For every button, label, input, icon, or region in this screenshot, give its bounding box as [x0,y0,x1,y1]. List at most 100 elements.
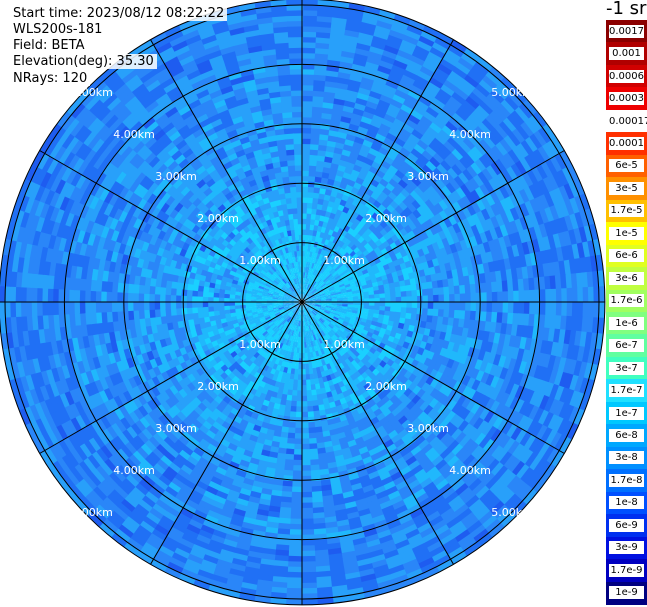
range-gate-cell [306,250,311,257]
range-gate-cell [330,269,337,276]
range-gate-cell [352,304,359,309]
range-gate-cell [458,104,474,118]
range-gate-cell [563,388,575,406]
range-gate-cell [434,92,450,106]
range-gate-cell [303,282,306,289]
range-gate-cell [443,217,454,229]
range-gate-cell [375,69,391,80]
range-gate-cell [317,0,335,2]
range-gate-cell [506,166,519,182]
range-gate-cell [363,298,370,303]
range-gate-cell [406,24,425,36]
range-gate-cell [359,120,371,130]
range-gate-cell [312,229,318,237]
range-gate-cell [496,102,512,119]
range-gate-cell [332,317,339,323]
range-gate-cell [406,193,417,204]
range-gate-cell [547,234,557,251]
range-gate-cell [432,117,447,130]
range-gate-cell [325,271,332,278]
range-gate-cell [464,284,472,295]
range-gate-cell [503,152,517,168]
range-gate-cell [316,252,321,260]
range-gate-cell [366,152,377,162]
range-gate-cell [316,20,333,28]
range-gate-cell [330,308,337,312]
range-gate-cell [327,240,333,248]
range-gate-cell [484,321,492,333]
range-gate-cell [302,196,308,203]
range-gate-cell [391,173,403,184]
range-gate-cell [302,282,305,289]
range-gate-cell [402,98,417,111]
range-gate-cell [300,571,317,579]
range-gate-cell [289,518,302,525]
range-gate-cell [490,203,501,217]
range-gate-cell [315,295,321,299]
range-gate-cell [385,79,400,90]
range-gate-cell [496,312,504,324]
range-gate-cell [319,307,326,311]
range-gate-cell [586,271,594,289]
range-gate-cell [315,305,321,309]
range-gate-cell [438,220,449,231]
range-gate-cell [320,281,326,287]
range-gate-cell [409,319,417,327]
range-gate-cell [499,392,511,407]
range-gate-cell [429,225,439,236]
range-gate-cell [416,39,434,53]
range-gate-cell [427,295,434,303]
range-gate-cell [538,223,549,239]
range-gate-cell [302,122,313,129]
range-gate-cell [441,185,453,198]
range-gate-cell [301,465,311,472]
range-gate-cell [524,118,540,135]
range-gate-cell [461,120,476,135]
range-gate-cell [370,85,385,95]
range-gate-cell [432,41,450,55]
range-gate-cell [315,297,322,300]
range-gate-cell [314,306,321,310]
range-gate-cell [344,283,352,288]
range-gate-cell [474,158,488,173]
range-gate-cell [312,288,318,294]
range-gate-cell [469,310,477,321]
range-gate-cell [494,158,508,174]
range-gate-cell [343,281,351,286]
range-gate-cell [426,126,440,139]
range-gate-cell [429,121,443,135]
range-gate-cell [310,127,321,135]
range-gate-cell [470,189,482,203]
range-gate-cell [486,92,502,108]
range-gate-cell [528,313,536,328]
range-gate-cell [480,220,491,233]
range-gate-cell [411,176,423,187]
range-gate-cell [338,261,345,268]
range-gate-cell [474,186,487,200]
range-gate-cell [561,420,574,439]
range-gate-cell [383,283,391,290]
range-gate-cell [425,174,437,187]
range-gate-cell [390,306,397,313]
range-gate-cell [534,378,545,395]
range-gate-cell [402,123,416,135]
range-gate-cell [553,370,564,387]
range-gate-cell [512,128,527,144]
range-gate-cell [461,327,470,338]
range-gate-cell [448,204,459,216]
range-gate-cell [477,243,487,255]
range-gate-cell [459,239,469,251]
range-gate-cell [330,277,337,283]
range-gate-cell [291,481,302,488]
range-gate-cell [459,302,466,312]
range-gate-cell [302,73,315,81]
range-gate-cell [317,198,325,206]
range-gate-cell [424,55,442,69]
range-gate-cell [486,164,499,179]
range-gate-cell [322,166,332,174]
range-gate-cell [401,160,413,172]
range-gate-cell [588,363,599,382]
range-gate-cell [386,324,394,332]
range-gate-cell [425,321,433,330]
range-gate-cell [302,180,309,187]
